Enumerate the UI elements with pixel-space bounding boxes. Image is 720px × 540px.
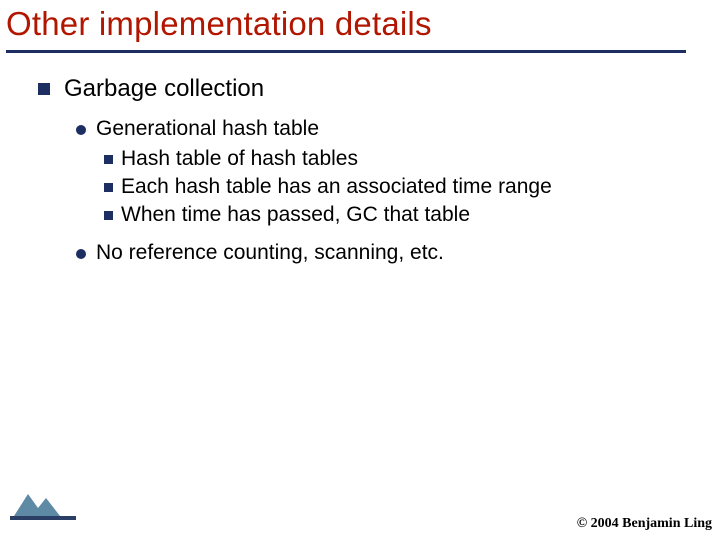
list-item: When time has passed, GC that table [104,203,696,227]
list-item-label: Each hash table has an associated time r… [121,175,552,199]
logo-mountain-shape [14,494,60,516]
small-square-bullet-icon [104,155,113,164]
list-item-row: Generational hash table [76,117,696,141]
list-item-label: Garbage collection [64,75,264,103]
small-square-bullet-icon [104,183,113,192]
list-item-label: Generational hash table [96,117,319,141]
list-item: Generational hash table Hash table of ha… [76,117,696,227]
small-square-bullet-icon [104,211,113,220]
list-item-row: When time has passed, GC that table [104,203,696,227]
list-item: No reference counting, scanning, etc. [76,241,696,265]
list-item-label: When time has passed, GC that table [121,203,470,227]
content-area: Garbage collection Generational hash tab… [0,53,720,265]
square-bullet-icon [38,83,50,95]
sublist: Hash table of hash tables Each hash tabl… [76,141,696,227]
list-item-row: No reference counting, scanning, etc. [76,241,696,265]
mountain-logo-icon [8,488,80,528]
list-item-row: Each hash table has an associated time r… [104,175,696,199]
list-item-label: No reference counting, scanning, etc. [96,241,444,265]
list-item: Hash table of hash tables [104,147,696,171]
disc-bullet-icon [76,249,86,259]
list-item-label: Hash table of hash tables [121,147,358,171]
page-title: Other implementation details [0,0,720,48]
slide: Other implementation details Garbage col… [0,0,720,540]
disc-bullet-icon [76,125,86,135]
logo [8,488,80,528]
sublist: Generational hash table Hash table of ha… [38,103,696,265]
list-item: Garbage collection Generational hash tab… [38,75,696,265]
list-item-row: Garbage collection [38,75,696,103]
logo-base-shape [10,516,76,520]
copyright: © 2004 Benjamin Ling [577,516,712,532]
list-item-row: Hash table of hash tables [104,147,696,171]
list-item: Each hash table has an associated time r… [104,175,696,199]
